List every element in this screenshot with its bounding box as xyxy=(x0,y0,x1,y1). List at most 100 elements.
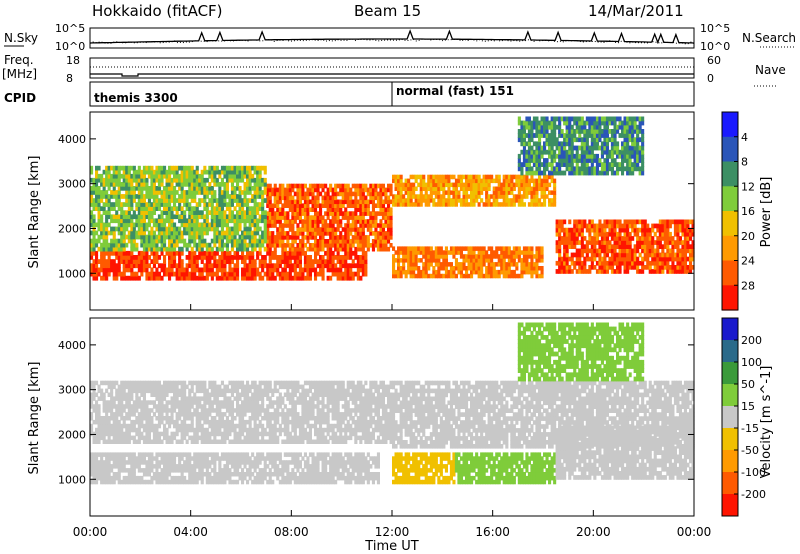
heatmap-cell-r6 xyxy=(525,141,529,147)
heatmap-cell-r0 xyxy=(228,267,232,273)
heatmap-cell-r5 xyxy=(130,173,134,179)
heatmap-cell-r0 xyxy=(147,472,151,477)
heatmap-cell-r1 xyxy=(376,231,380,236)
heatmap-cell-r5 xyxy=(160,202,164,207)
heatmap-cell-r3 xyxy=(412,269,416,275)
heatmap-cell-r5 xyxy=(180,210,184,215)
heatmap-cell-r1 xyxy=(316,215,320,220)
heatmap-cell-r6 xyxy=(570,116,574,122)
heatmap-cell-r5 xyxy=(243,194,247,199)
heatmap-cell-r3 xyxy=(422,266,426,271)
heatmap-cell-r0 xyxy=(225,255,229,260)
heatmap-cell-r6 xyxy=(588,170,592,176)
heatmap-cell-r5 xyxy=(120,230,124,236)
heatmap-cell-r5 xyxy=(125,218,129,224)
heatmap-cell-r3 xyxy=(392,269,396,275)
heatmap-cell-r4 xyxy=(628,223,632,229)
heatmap-cell-r0 xyxy=(168,452,172,457)
heatmap-cell-r6 xyxy=(550,133,554,138)
heatmap-cell-r5 xyxy=(157,202,161,207)
heatmap-cell-r3 xyxy=(402,262,406,267)
heatmap-cell-r1 xyxy=(278,183,282,189)
heatmap-cell-r3 xyxy=(472,250,476,255)
heatmap-cell-r6 xyxy=(573,145,577,151)
heatmap-cell-r0 xyxy=(137,267,141,273)
heatmap-cell-r5 xyxy=(256,242,260,248)
heatmap-cell-r0 xyxy=(185,255,189,260)
heatmap-cell-r2 xyxy=(517,194,521,199)
heatmap-cell-r1 xyxy=(286,239,290,244)
heatmap-cell-r1 xyxy=(283,199,287,205)
heatmap-cell-r5 xyxy=(193,210,197,215)
heatmap-cell-r3 xyxy=(510,269,514,275)
heatmap-cell-r2 xyxy=(459,182,463,188)
heatmap-cell-r6 xyxy=(543,116,547,122)
heatmap-cell-r5 xyxy=(246,206,250,211)
heatmap-cell-r5 xyxy=(100,222,104,228)
heatmap-cell-r4 xyxy=(563,252,567,258)
heatmap-cell-r6 xyxy=(535,124,539,130)
heatmap-cell-r2 xyxy=(535,186,539,191)
heatmap-cell-r4 xyxy=(663,256,667,262)
heatmap-cell-r5 xyxy=(198,186,202,191)
heatmap-cell-r4 xyxy=(636,231,640,237)
heatmap-cell-r5 xyxy=(90,194,94,199)
heatmap-cell-r0 xyxy=(155,464,159,469)
heatmap-cell-r0 xyxy=(180,275,184,281)
heatmap-cell-r0 xyxy=(95,255,99,260)
heatmap-cell-r0 xyxy=(220,250,224,256)
heatmap-cell-r4 xyxy=(646,236,650,241)
heatmap-cell-r0 xyxy=(90,464,94,469)
heatmap-cell-r3 xyxy=(459,273,463,279)
heatmap-cell-r1 xyxy=(346,223,350,228)
heatmap-cell-r0 xyxy=(228,255,232,260)
heatmap-cell-r0 xyxy=(165,479,169,485)
heatmap-cell-r5 xyxy=(213,177,217,183)
heatmap-cell-r5 xyxy=(175,214,179,220)
heatmap-cell-r5 xyxy=(213,165,217,171)
heatmap-cell-r0 xyxy=(263,271,267,277)
heatmap-cell-r2 xyxy=(409,202,413,207)
heatmap-cell-r0 xyxy=(281,259,285,264)
heatmap-cell-r3 xyxy=(399,246,403,251)
heatmap-cell-r2 xyxy=(520,198,524,203)
heatmap-cell-r4 xyxy=(588,265,592,270)
colorbar-swatch xyxy=(722,136,738,163)
heatmap-cell-r2 xyxy=(530,194,534,199)
heatmap-cell-r6 xyxy=(595,158,599,163)
heatmap-cell-r1 xyxy=(266,227,270,232)
heatmap-cell-r3 xyxy=(444,266,448,271)
heatmap-cell-r5 xyxy=(125,165,129,171)
heatmap-cell-r6 xyxy=(636,133,640,138)
heatmap-cell-r0 xyxy=(152,275,156,281)
heatmap-cell-r5 xyxy=(140,202,144,207)
heatmap-cell-r5 xyxy=(132,198,136,203)
heatmap-cell-r6 xyxy=(631,170,635,176)
heatmap-cell-r6 xyxy=(538,149,542,155)
heatmap-cell-r3 xyxy=(507,269,511,275)
heatmap-cell-r0 xyxy=(361,250,365,256)
heatmap-cell-r5 xyxy=(137,222,141,228)
heatmap-cell-r0 xyxy=(125,255,129,260)
heatmap-cell-r4 xyxy=(681,256,685,262)
heatmap-cell-r5 xyxy=(203,230,207,236)
heatmap-cell-r6 xyxy=(558,170,562,176)
heatmap-cell-r0 xyxy=(356,259,360,264)
heatmap-cell-r0 xyxy=(193,475,197,481)
heatmap-cell-r0 xyxy=(331,267,335,273)
heatmap-cell-r2 xyxy=(522,194,526,199)
heatmap-cell-r4 xyxy=(626,252,630,258)
heatmap-cell-r1 xyxy=(351,191,355,197)
heatmap-cell-r1 xyxy=(273,211,277,216)
heatmap-cell-r1 xyxy=(359,191,363,197)
heatmap-cell-r0 xyxy=(152,255,156,260)
heatmap-cell-r4 xyxy=(646,265,650,270)
heatmap-cell-r0 xyxy=(155,255,159,260)
heatmap-cell-r0 xyxy=(100,456,104,461)
heatmap-cell-r0 xyxy=(110,452,114,457)
heatmap-cell-r3 xyxy=(507,250,511,255)
heatmap-cell-r4 xyxy=(573,244,577,249)
heatmap-cell-r6 xyxy=(543,133,547,138)
heatmap-cell-r2 xyxy=(459,198,463,203)
heatmap-cell-r0 xyxy=(173,460,177,465)
